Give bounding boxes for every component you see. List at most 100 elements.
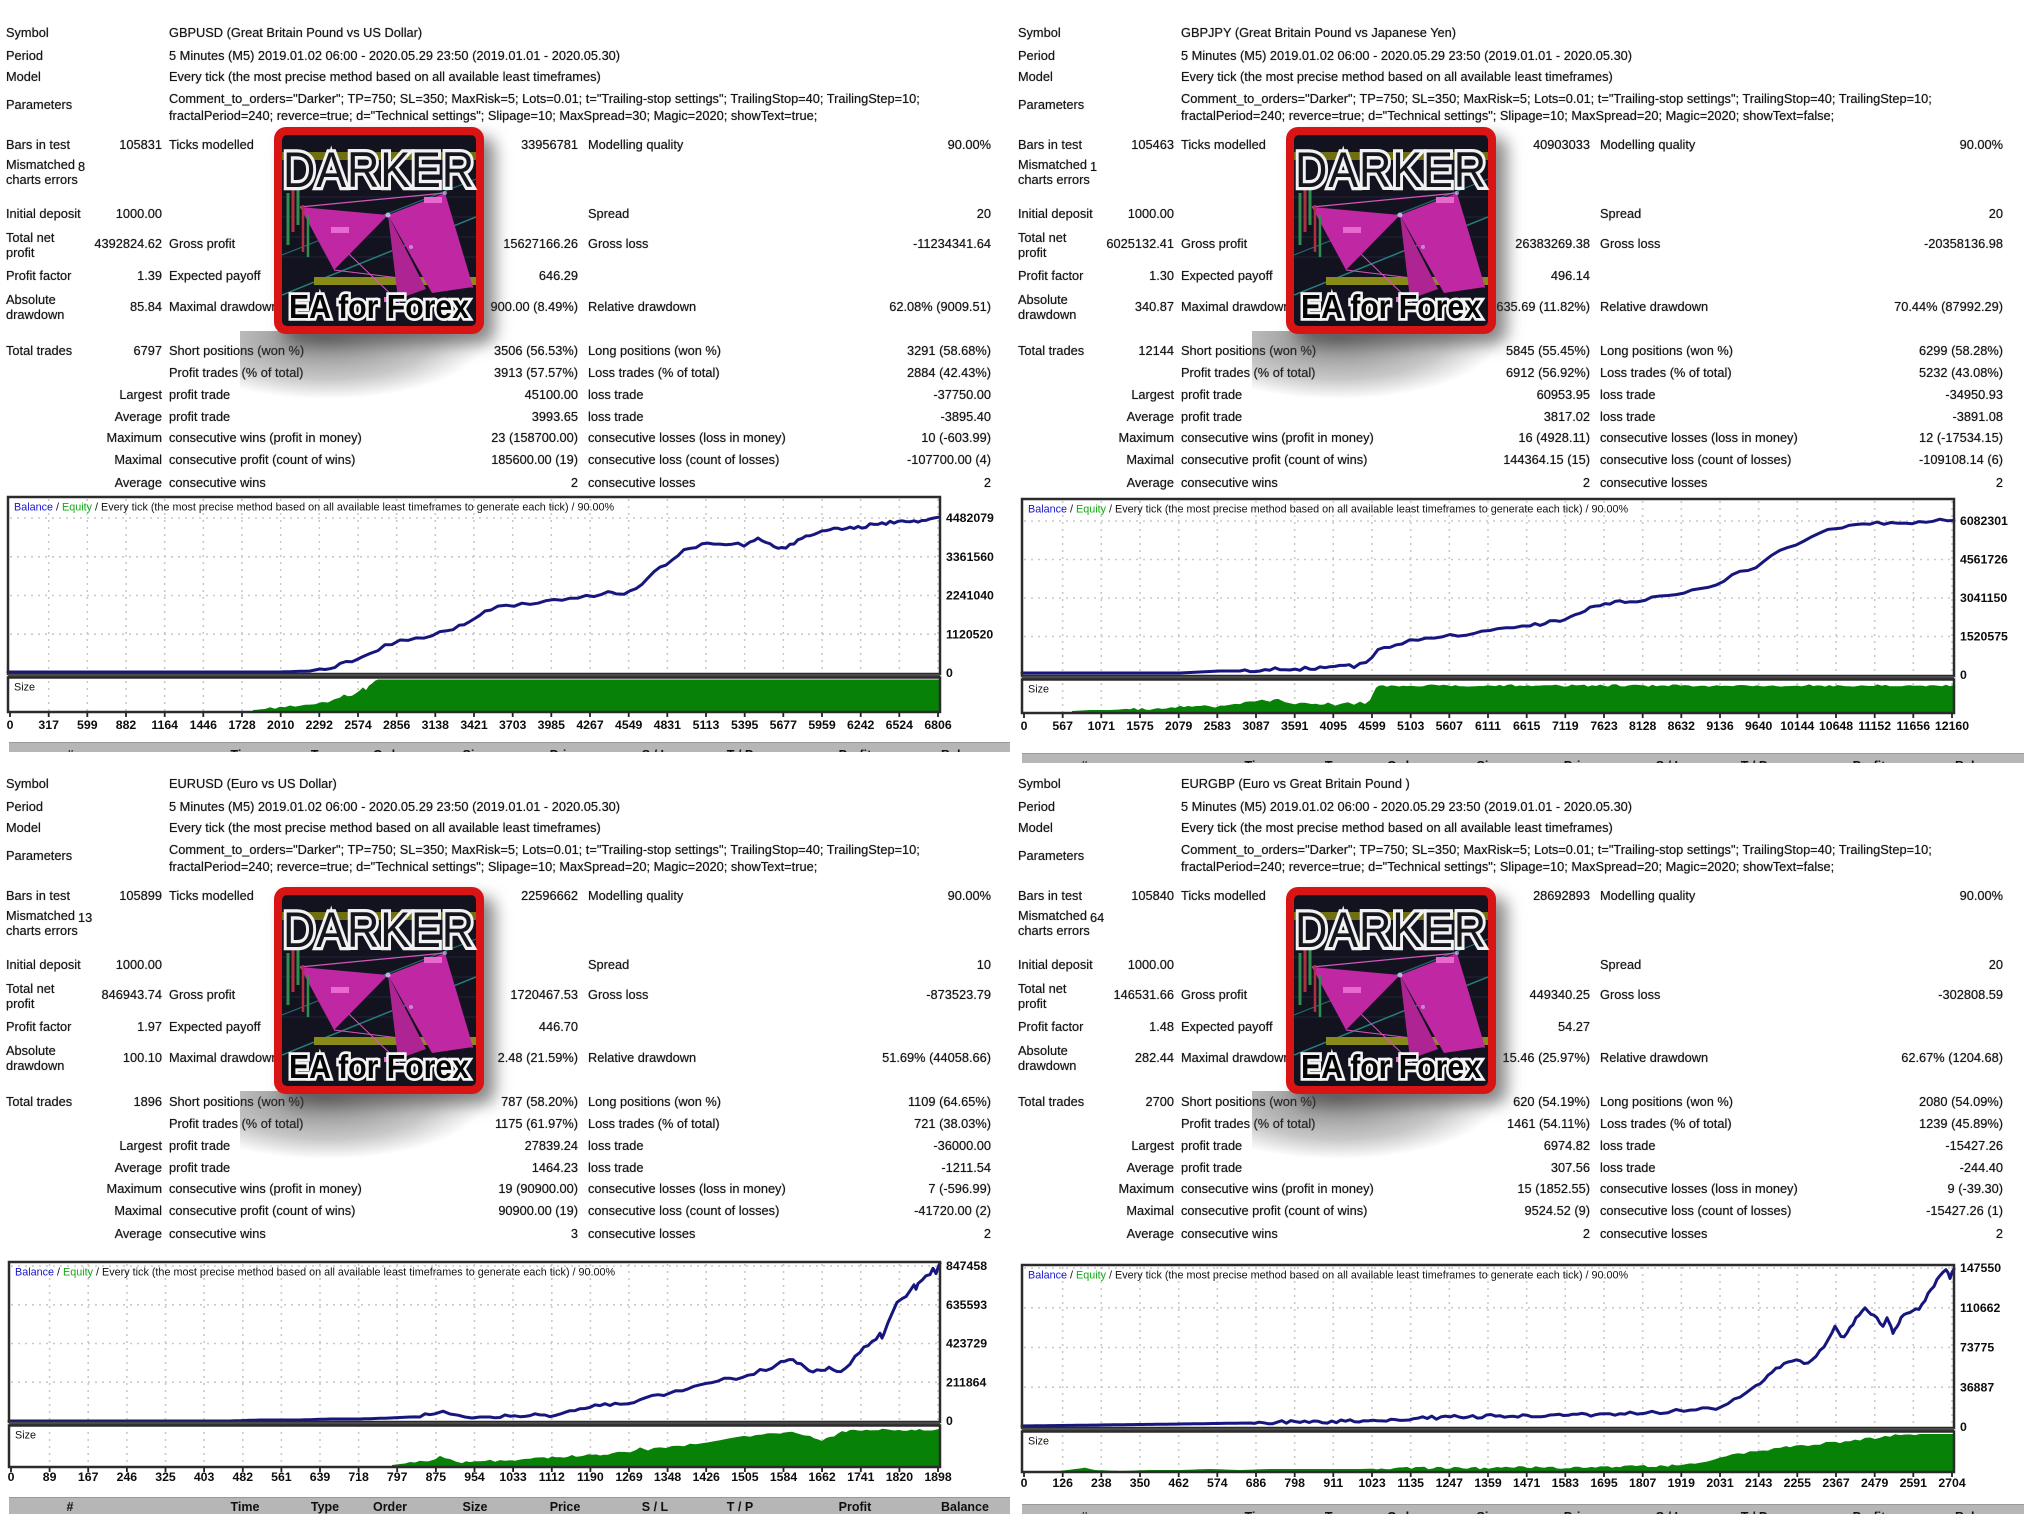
svg-text:1112: 1112 bbox=[539, 1470, 565, 1484]
svg-text:635593: 635593 bbox=[946, 1298, 987, 1312]
svg-text:147550: 147550 bbox=[1960, 1261, 2001, 1275]
svg-text:3138: 3138 bbox=[422, 718, 450, 732]
svg-text:567: 567 bbox=[1052, 719, 1073, 733]
svg-text:6242: 6242 bbox=[847, 718, 875, 732]
svg-text:1520575: 1520575 bbox=[1960, 630, 2008, 644]
svg-text:1120520: 1120520 bbox=[946, 628, 993, 642]
svg-text:Balance / Equity / Every tick: Balance / Equity / Every tick (the most … bbox=[15, 1267, 616, 1279]
svg-text:3087: 3087 bbox=[1242, 719, 1270, 733]
svg-text:1071: 1071 bbox=[1088, 719, 1116, 733]
svg-text:EA for Forex: EA for Forex bbox=[1301, 288, 1482, 325]
svg-text:6082301: 6082301 bbox=[1960, 514, 2008, 528]
svg-text:3985: 3985 bbox=[538, 718, 566, 732]
svg-text:5607: 5607 bbox=[1436, 719, 1464, 733]
svg-text:7623: 7623 bbox=[1590, 719, 1618, 733]
svg-text:0: 0 bbox=[8, 1470, 15, 1484]
svg-text:DARKER: DARKER bbox=[283, 902, 475, 958]
svg-text:847458: 847458 bbox=[946, 1259, 987, 1273]
svg-text:0: 0 bbox=[946, 666, 953, 680]
svg-text:4482079: 4482079 bbox=[946, 511, 994, 525]
svg-text:5959: 5959 bbox=[808, 718, 836, 732]
svg-text:2143: 2143 bbox=[1745, 1476, 1773, 1490]
svg-text:Balance / Equity / Every tick: Balance / Equity / Every tick (the most … bbox=[1028, 504, 1629, 516]
svg-text:1269: 1269 bbox=[615, 1470, 643, 1484]
svg-text:1695: 1695 bbox=[1590, 1476, 1618, 1490]
svg-text:3421: 3421 bbox=[460, 718, 488, 732]
svg-text:4599: 4599 bbox=[1358, 719, 1386, 733]
svg-text:11656: 11656 bbox=[1897, 719, 1931, 733]
svg-text:403: 403 bbox=[194, 1470, 215, 1484]
svg-text:3703: 3703 bbox=[499, 718, 527, 732]
svg-text:350: 350 bbox=[1130, 1476, 1151, 1490]
svg-text:Size: Size bbox=[1028, 1436, 1049, 1448]
svg-text:2255: 2255 bbox=[1784, 1476, 1812, 1490]
svg-text:2241040: 2241040 bbox=[946, 589, 994, 603]
svg-text:798: 798 bbox=[1284, 1476, 1305, 1490]
svg-text:1247: 1247 bbox=[1436, 1476, 1464, 1490]
svg-text:9136: 9136 bbox=[1706, 719, 1734, 733]
svg-text:1471: 1471 bbox=[1513, 1476, 1541, 1490]
svg-text:5395: 5395 bbox=[731, 718, 759, 732]
svg-text:DARKER: DARKER bbox=[1295, 142, 1487, 198]
svg-text:4549: 4549 bbox=[615, 718, 643, 732]
svg-text:3591: 3591 bbox=[1281, 719, 1309, 733]
svg-text:6111: 6111 bbox=[1475, 719, 1501, 733]
svg-text:1426: 1426 bbox=[693, 1470, 721, 1484]
svg-text:1575: 1575 bbox=[1126, 719, 1154, 733]
svg-text:2591: 2591 bbox=[1900, 1476, 1928, 1490]
svg-text:1820: 1820 bbox=[886, 1470, 914, 1484]
svg-text:89: 89 bbox=[43, 1470, 57, 1484]
svg-text:73775: 73775 bbox=[1960, 1341, 1994, 1355]
svg-text:2010: 2010 bbox=[267, 718, 295, 732]
svg-text:482: 482 bbox=[233, 1470, 254, 1484]
svg-text:2079: 2079 bbox=[1165, 719, 1193, 733]
svg-text:Size: Size bbox=[15, 1430, 36, 1442]
svg-text:0: 0 bbox=[7, 718, 14, 732]
svg-text:246: 246 bbox=[117, 1470, 138, 1484]
svg-text:1728: 1728 bbox=[228, 718, 256, 732]
svg-text:5103: 5103 bbox=[1397, 719, 1425, 733]
svg-text:1505: 1505 bbox=[731, 1470, 759, 1484]
svg-text:2704: 2704 bbox=[1938, 1476, 1966, 1490]
svg-text:36887: 36887 bbox=[1960, 1381, 1994, 1395]
svg-text:6524: 6524 bbox=[886, 718, 914, 732]
svg-text:Size: Size bbox=[1028, 684, 1049, 696]
svg-text:599: 599 bbox=[77, 718, 98, 732]
svg-text:639: 639 bbox=[310, 1470, 331, 1484]
svg-text:954: 954 bbox=[464, 1470, 485, 1484]
svg-text:126: 126 bbox=[1052, 1476, 1073, 1490]
svg-text:1135: 1135 bbox=[1397, 1476, 1424, 1490]
svg-text:DARKER: DARKER bbox=[283, 142, 475, 198]
svg-text:0: 0 bbox=[1960, 1420, 1967, 1434]
svg-text:8632: 8632 bbox=[1668, 719, 1696, 733]
svg-text:Balance / Equity / Every tick: Balance / Equity / Every tick (the most … bbox=[14, 502, 615, 514]
svg-text:1023: 1023 bbox=[1358, 1476, 1386, 1490]
svg-text:10144: 10144 bbox=[1780, 719, 1814, 733]
svg-text:1662: 1662 bbox=[808, 1470, 836, 1484]
svg-text:911: 911 bbox=[1323, 1476, 1343, 1490]
svg-text:1898: 1898 bbox=[924, 1470, 952, 1484]
svg-text:10648: 10648 bbox=[1819, 719, 1853, 733]
svg-text:325: 325 bbox=[155, 1470, 176, 1484]
svg-text:462: 462 bbox=[1168, 1476, 1189, 1490]
svg-text:12160: 12160 bbox=[1935, 719, 1969, 733]
svg-text:3361560: 3361560 bbox=[946, 550, 994, 564]
svg-text:DARKER: DARKER bbox=[1295, 902, 1487, 958]
svg-text:1164: 1164 bbox=[151, 718, 178, 732]
svg-text:2574: 2574 bbox=[344, 718, 372, 732]
svg-text:1583: 1583 bbox=[1552, 1476, 1580, 1490]
svg-text:2367: 2367 bbox=[1822, 1476, 1850, 1490]
svg-text:6806: 6806 bbox=[924, 718, 952, 732]
svg-text:Size: Size bbox=[14, 682, 35, 694]
svg-text:1348: 1348 bbox=[654, 1470, 682, 1484]
svg-text:5677: 5677 bbox=[770, 718, 798, 732]
svg-text:5113: 5113 bbox=[693, 718, 720, 732]
svg-text:574: 574 bbox=[1207, 1476, 1228, 1490]
svg-text:211864: 211864 bbox=[946, 1376, 987, 1390]
svg-text:2583: 2583 bbox=[1204, 719, 1232, 733]
svg-text:8128: 8128 bbox=[1629, 719, 1657, 733]
svg-text:797: 797 bbox=[387, 1470, 408, 1484]
svg-text:561: 561 bbox=[271, 1470, 292, 1484]
svg-text:2292: 2292 bbox=[306, 718, 334, 732]
svg-text:423729: 423729 bbox=[946, 1337, 987, 1351]
